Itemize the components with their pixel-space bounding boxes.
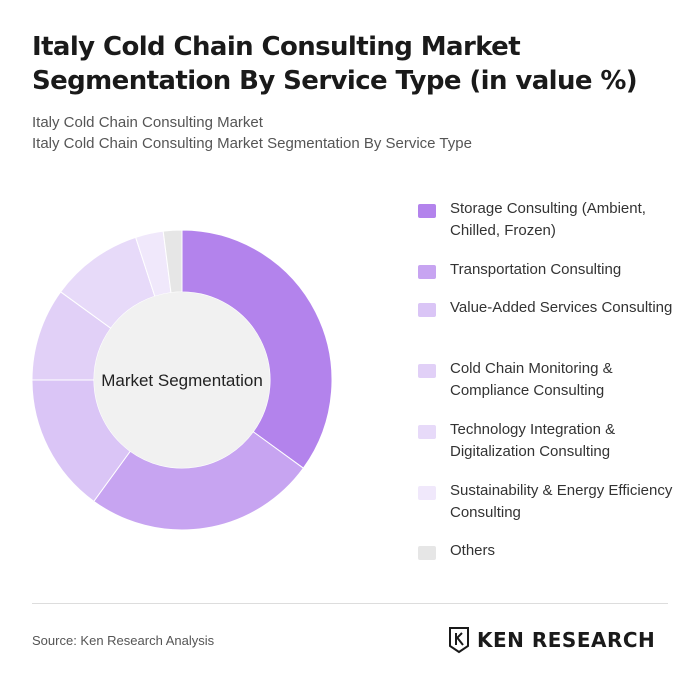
legend-label: Technology Integration & Digitalization …: [450, 421, 616, 460]
legend-swatch: [418, 204, 436, 218]
ken-research-logo-text: KEN RESEARCH: [477, 628, 656, 652]
legend-label: Storage Consulting (Ambient, Chilled, Fr…: [450, 200, 646, 239]
legend-swatch: [418, 546, 436, 560]
legend-label: Transportation Consulting: [450, 261, 622, 278]
chart-subtitle-secondary: Italy Cold Chain Consulting Market Segme…: [32, 135, 472, 152]
ken-research-logo-icon: [449, 627, 469, 654]
legend-swatch: [418, 303, 436, 317]
legend-label: Others: [450, 542, 496, 559]
legend-label: Value-Added Services Consulting: [450, 299, 673, 316]
donut-center-label: Market Segmentation: [101, 371, 263, 390]
chart-title: Italy Cold Chain Consulting Market Segme…: [32, 32, 638, 96]
ken-research-logo: KEN RESEARCH: [447, 626, 669, 654]
legend-swatch: [418, 265, 436, 279]
legend-swatch: [418, 486, 436, 500]
legend-swatch: [418, 425, 436, 439]
legend-swatch: [418, 364, 436, 378]
donut-hole: [94, 292, 270, 468]
donut-slices: [31, 229, 333, 531]
footer-divider: [32, 603, 668, 604]
legend-label: Sustainability & Energy Efficiency Consu…: [450, 482, 673, 521]
source-note: Source: Ken Research Analysis: [32, 633, 215, 648]
legend-label: Cold Chain Monitoring & Compliance Consu…: [450, 360, 613, 399]
donut-chart: Market Segmentation: [31, 229, 333, 531]
chart-subtitle: Italy Cold Chain Consulting Market: [32, 114, 263, 131]
